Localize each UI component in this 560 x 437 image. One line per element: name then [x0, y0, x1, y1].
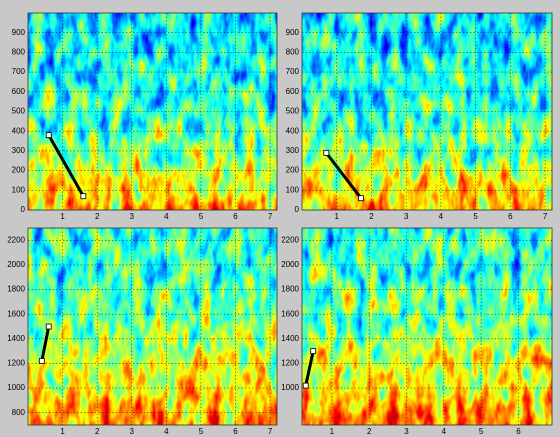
x-tick-label: 4 [164, 212, 169, 221]
spectrogram-image [302, 13, 552, 210]
x-tick-label: 4 [442, 427, 447, 436]
x-tick-label: 1 [330, 427, 335, 436]
track-point [302, 382, 309, 389]
track-point [358, 195, 364, 202]
y-tick-label: 800 [286, 48, 300, 57]
x-tick-label: 3 [130, 427, 135, 436]
x-tick-label: 1 [60, 212, 65, 221]
y-tick-label: 100 [286, 185, 300, 194]
track-point [45, 323, 52, 330]
formant-track [47, 134, 85, 197]
x-tick-label: 2 [367, 427, 372, 436]
y-tick-label: 400 [12, 126, 26, 135]
spectrogram-image [28, 228, 277, 425]
x-tick-label: 6 [233, 427, 238, 436]
x-tick-label: 7 [268, 212, 273, 221]
plot-frame [27, 227, 278, 426]
y-tick-label: 2200 [281, 235, 299, 244]
y-tick-label: 100 [12, 185, 26, 194]
plot-frame [301, 227, 553, 426]
y-tick-label: 200 [12, 166, 26, 175]
y-tick-label: 700 [286, 67, 300, 76]
y-tick-label: 1200 [7, 359, 25, 368]
y-tick-label: 1800 [281, 285, 299, 294]
track-point [310, 348, 317, 355]
x-tick-label: 6 [516, 427, 521, 436]
y-tick-label: 300 [286, 146, 300, 155]
formant-track [304, 350, 315, 386]
formant-track [40, 326, 51, 362]
track-point [323, 149, 330, 156]
y-tick-label: 600 [12, 87, 26, 96]
x-tick-label: 3 [404, 427, 409, 436]
y-tick-label: 500 [12, 107, 26, 116]
x-tick-label: 3 [130, 212, 135, 221]
y-tick-label: 700 [12, 67, 26, 76]
y-tick-label: 800 [12, 408, 26, 417]
x-tick-label: 4 [164, 427, 169, 436]
y-tick-label: 2000 [7, 260, 25, 269]
x-tick-label: 3 [404, 212, 409, 221]
y-tick-label: 1800 [7, 285, 25, 294]
y-tick-label: 400 [286, 126, 300, 135]
track-point [45, 132, 52, 139]
x-tick-label: 5 [479, 427, 484, 436]
y-tick-label: 500 [286, 107, 300, 116]
y-tick-label: 600 [286, 87, 300, 96]
y-tick-label: 0 [21, 205, 26, 214]
y-tick-label: 200 [286, 166, 300, 175]
y-tick-label: 1000 [7, 383, 25, 392]
spectrogram-image [302, 228, 552, 425]
y-tick-label: 1400 [7, 334, 25, 343]
y-tick-label: 800 [12, 48, 26, 57]
y-tick-label: 1200 [281, 359, 299, 368]
x-tick-label: 4 [439, 212, 444, 221]
x-tick-label: 2 [369, 212, 374, 221]
formant-track [325, 151, 363, 200]
y-tick-label: 2200 [7, 235, 25, 244]
y-tick-label: 0 [295, 205, 300, 214]
x-tick-label: 1 [334, 212, 339, 221]
y-tick-label: 1600 [7, 309, 25, 318]
plot-frame [27, 12, 278, 211]
x-tick-label: 5 [199, 427, 204, 436]
x-tick-label: 7 [543, 212, 548, 221]
x-tick-label: 6 [233, 212, 238, 221]
y-tick-label: 300 [12, 146, 26, 155]
y-tick-label: 1000 [281, 383, 299, 392]
plot-frame [301, 12, 553, 211]
x-tick-label: 5 [199, 212, 204, 221]
x-tick-label: 6 [508, 212, 513, 221]
x-tick-label: 1 [60, 427, 65, 436]
x-tick-label: 2 [95, 427, 100, 436]
x-tick-label: 2 [95, 212, 100, 221]
y-tick-label: 2000 [281, 260, 299, 269]
track-point [38, 358, 45, 364]
x-tick-label: 5 [473, 212, 478, 221]
y-tick-label: 1600 [281, 309, 299, 318]
x-tick-label: 7 [268, 427, 273, 436]
track-point [80, 193, 87, 200]
y-tick-label: 900 [286, 28, 300, 37]
spectrogram-image [28, 13, 277, 210]
y-tick-label: 1400 [281, 334, 299, 343]
y-tick-label: 900 [12, 28, 26, 37]
